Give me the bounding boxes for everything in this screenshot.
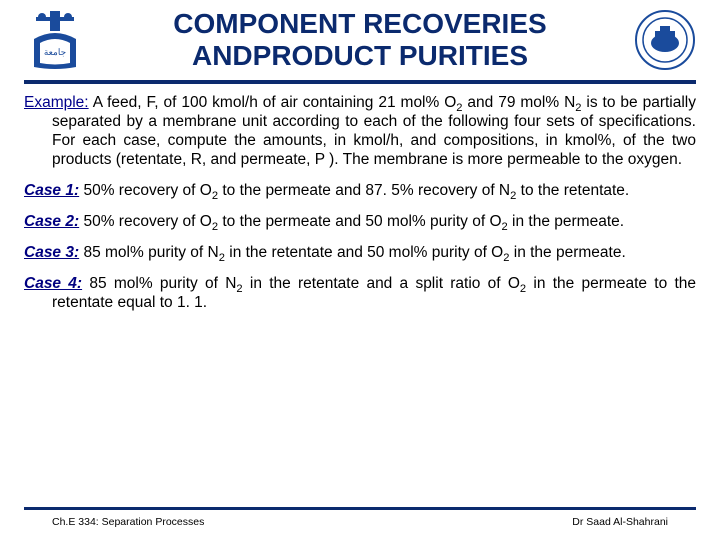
example-text-b: and 79 mol% N xyxy=(463,94,576,111)
case-3-label: Case 3: xyxy=(24,244,79,261)
case-3-c: in the permeate. xyxy=(509,244,625,261)
case-2-b: to the permeate and 50 mol% purity of O xyxy=(218,213,501,230)
case-4-b: in the retentate and a split ratio of O xyxy=(243,275,520,292)
case-1-a: 50% recovery of O xyxy=(79,182,212,199)
case-2-c: in the permeate. xyxy=(508,213,624,230)
logo-left: جامعة xyxy=(24,9,86,71)
slide-container: جامعة COMPONENT RECOVERIES ANDPRODUCT PU… xyxy=(0,0,720,540)
case-1-label: Case 1: xyxy=(24,182,79,199)
header-rule xyxy=(24,80,696,84)
case-1-c: to the retentate. xyxy=(516,182,629,199)
case-4: Case 4: 85 mol% purity of N2 in the rete… xyxy=(24,275,696,313)
example-paragraph: Example: A feed, F, of 100 kmol/h of air… xyxy=(24,94,696,170)
case-3-a: 85 mol% purity of N xyxy=(79,244,219,261)
case-1-b: to the permeate and 87. 5% recovery of N xyxy=(218,182,510,199)
case-2: Case 2: 50% recovery of O2 to the permea… xyxy=(24,213,696,232)
slide-title: COMPONENT RECOVERIES ANDPRODUCT PURITIES xyxy=(86,8,634,72)
case-2-label: Case 2: xyxy=(24,213,79,230)
title-line-2: ANDPRODUCT PURITIES xyxy=(192,40,528,71)
content-area: Example: A feed, F, of 100 kmol/h of air… xyxy=(24,94,696,312)
example-text-a: A feed, F, of 100 kmol/h of air containi… xyxy=(89,94,457,111)
case-1: Case 1: 50% recovery of O2 to the permea… xyxy=(24,182,696,201)
example-label: Example: xyxy=(24,94,89,111)
case-3: Case 3: 85 mol% purity of N2 in the rete… xyxy=(24,244,696,263)
case-4-a: 85 mol% purity of N xyxy=(82,275,236,292)
footer-row: Ch.E 334: Separation Processes Dr Saad A… xyxy=(24,516,696,528)
slide-footer: Ch.E 334: Separation Processes Dr Saad A… xyxy=(0,507,720,528)
logo-right xyxy=(634,9,696,71)
footer-rule xyxy=(24,507,696,510)
footer-right: Dr Saad Al-Shahrani xyxy=(572,516,668,528)
case-4-label: Case 4: xyxy=(24,275,82,292)
slide-header: جامعة COMPONENT RECOVERIES ANDPRODUCT PU… xyxy=(24,8,696,78)
case-2-a: 50% recovery of O xyxy=(79,213,212,230)
svg-text:جامعة: جامعة xyxy=(44,47,66,57)
title-line-1: COMPONENT RECOVERIES xyxy=(173,8,546,39)
footer-left: Ch.E 334: Separation Processes xyxy=(52,516,204,528)
case-3-b: in the retentate and 50 mol% purity of O xyxy=(225,244,503,261)
